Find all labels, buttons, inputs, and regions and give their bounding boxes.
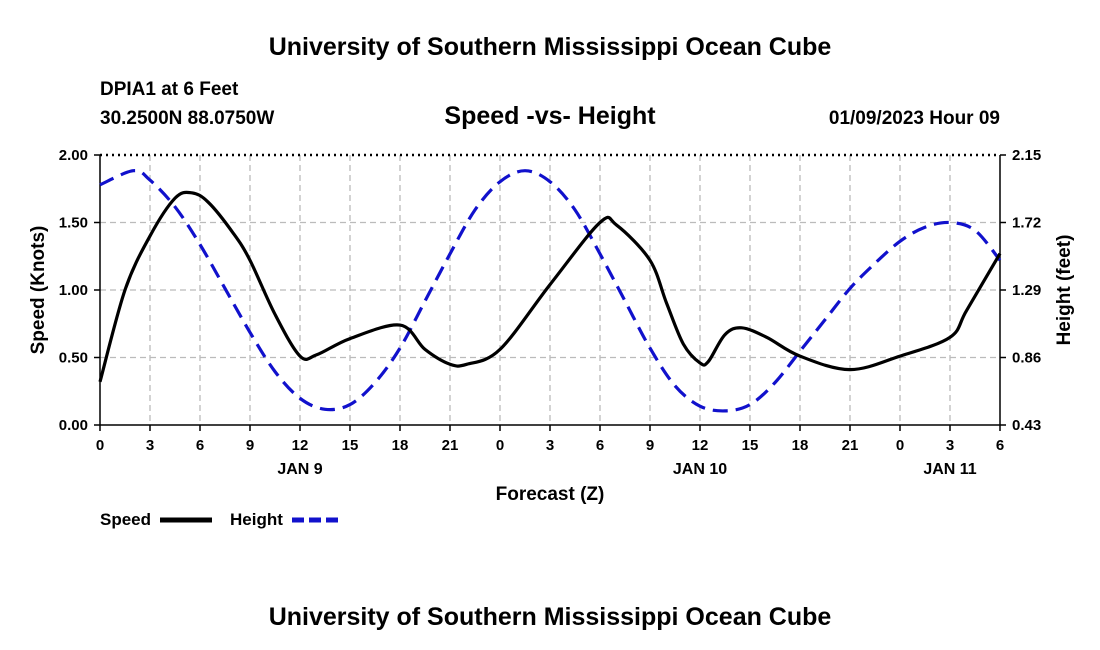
labels-layer: 0 3 6 9 12 15 18 21 0 3 6 9 12 15 18 21 0 3 6 JAN 9 JAN 10 JA… <box>59 147 1041 478</box>
x-tick-label: 0 <box>96 437 104 454</box>
y-tick-label: 2.00 <box>59 147 88 164</box>
x-tick-label: 3 <box>546 437 554 454</box>
station-label: DPIA1 at 6 Feet <box>100 79 239 100</box>
x-tick-label: 6 <box>996 437 1004 454</box>
legend-label-speed: Speed <box>100 510 151 529</box>
x-tick-label: 12 <box>292 437 309 454</box>
x-tick-label: 3 <box>146 437 154 454</box>
y2-tick-label: 0.86 <box>1012 350 1041 367</box>
y2-tick-label: 2.15 <box>1012 147 1041 164</box>
x-tick-label: 0 <box>896 437 904 454</box>
y-tick-label: 0.50 <box>59 350 88 367</box>
x-tick-label: 18 <box>792 437 809 454</box>
y-tick-label: 1.50 <box>59 215 88 232</box>
date-label: JAN 11 <box>923 461 976 478</box>
date-label: JAN 9 <box>277 461 322 478</box>
y-tick-label: 1.00 <box>59 282 88 299</box>
x-tick-label: 0 <box>496 437 504 454</box>
legend: Speed Height <box>100 510 342 529</box>
page-title: University of Southern Mississippi Ocean… <box>269 33 832 61</box>
x-tick-label: 9 <box>646 437 654 454</box>
y2-axis-label: Height (feet) <box>1054 235 1075 346</box>
grid-layer <box>100 155 1000 425</box>
x-tick-label: 6 <box>596 437 604 454</box>
x-tick-label: 18 <box>392 437 409 454</box>
x-tick-label: 21 <box>842 437 859 454</box>
coords-label: 30.2500N 88.0750W <box>100 108 274 129</box>
x-tick-label: 15 <box>742 437 759 454</box>
y2-tick-label: 1.29 <box>1012 282 1041 299</box>
datetime-label: 01/09/2023 Hour 09 <box>829 108 1000 129</box>
x-tick-label: 9 <box>246 437 254 454</box>
y-axis-label: Speed (Knots) <box>28 226 49 355</box>
chart-subtitle: Speed -vs- Height <box>444 102 656 130</box>
x-tick-label: 21 <box>442 437 459 454</box>
series-line-speed <box>98 190 1002 383</box>
axes-layer <box>94 153 1006 431</box>
legend-label-height: Height <box>230 510 283 529</box>
x-axis-label: Forecast (Z) <box>496 484 605 505</box>
x-tick-label: 15 <box>342 437 359 454</box>
series-line-height <box>99 169 1002 413</box>
x-tick-label: 6 <box>196 437 204 454</box>
x-tick-label: 12 <box>692 437 709 454</box>
date-label: JAN 10 <box>673 461 727 478</box>
footer-title: University of Southern Mississippi Ocean… <box>269 603 832 631</box>
x-tick-label: 3 <box>946 437 954 454</box>
y2-tick-label: 0.43 <box>1012 417 1041 434</box>
y2-tick-label: 1.72 <box>1012 215 1041 232</box>
y-tick-label: 0.00 <box>59 417 88 434</box>
series-layer <box>98 169 1002 413</box>
